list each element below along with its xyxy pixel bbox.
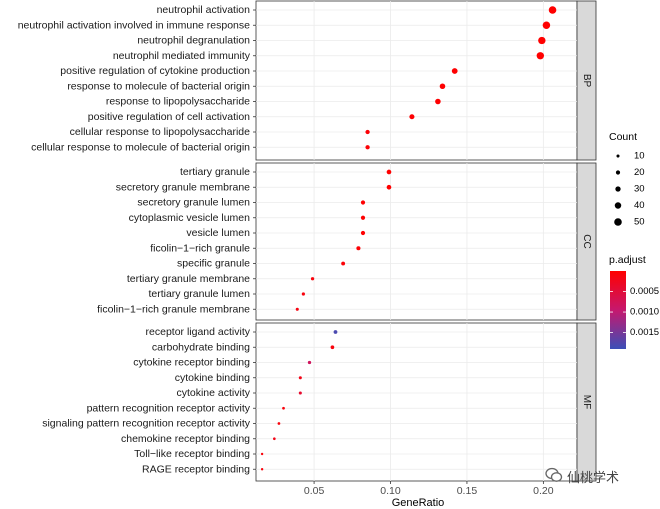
data-point [548,6,557,14]
count-legend-dot [615,170,621,175]
count-legend-label: 10 [634,151,645,162]
data-point [360,215,366,220]
y-tick-label: response to molecule of bacterial origin [67,80,250,92]
facet-label: CC [581,234,592,248]
data-point [360,230,366,236]
data-point [356,246,361,251]
y-tick-label: specific granule [177,258,250,270]
padjust-colorbar [610,271,626,349]
data-point [341,261,346,266]
y-tick-label: positive regulation of cytokine producti… [60,65,250,77]
facet-strip [576,162,597,321]
x-axis-title: GeneRatio [392,497,445,509]
y-tick-label: secretory granule lumen [137,197,250,209]
count-legend-dot [614,218,622,226]
data-point [409,114,415,120]
x-tick-label: 0.10 [380,485,401,497]
colorbar-label: 0.0010 [630,307,659,318]
y-tick-label: cytokine binding [175,372,250,384]
data-point [277,422,281,425]
facet-label: MF [581,395,592,409]
data-point [295,307,299,311]
y-tick-label: ficolin−1−rich granule membrane [97,303,250,315]
data-point [298,376,302,380]
y-tick-label: tertiary granule membrane [127,273,250,285]
data-point [435,98,441,105]
y-tick-label: cytoplasmic vesicle lumen [129,212,251,224]
y-tick-label: cellular response to molecule of bacteri… [31,141,250,153]
count-legend-label: 40 [634,200,645,211]
data-point [330,345,335,350]
y-tick-label: response to lipopolysaccharide [106,96,250,108]
facet-strip [576,0,597,161]
y-tick-label: carbohydrate binding [152,341,250,353]
panel-mf [255,322,578,482]
panel-cc [255,162,578,321]
data-point [451,68,458,74]
data-point [282,406,285,410]
y-tick-label: tertiary granule [180,166,250,178]
count-legend-label: 20 [634,167,645,178]
watermark-text: 仙桃学术 [567,471,620,486]
wechat-icon [545,467,563,482]
data-point [307,360,312,365]
data-point [386,184,392,190]
data-point [365,129,370,135]
y-tick-label: positive regulation of cell activation [88,111,250,123]
y-tick-label: neutrophil activation involved in immune… [18,19,250,31]
colorbar-label: 0.0015 [630,327,659,338]
count-legend-dot [615,186,621,192]
y-tick-label: cytokine activity [176,387,250,399]
y-tick-label: ficolin−1−rich granule [150,242,250,254]
y-tick-label: pattern recognition receptor activity [87,402,251,414]
data-point [333,330,338,334]
data-point [365,145,370,150]
y-tick-label: cytokine receptor binding [133,357,250,369]
facet-strip [576,322,597,482]
y-tick-label: tertiary granule lumen [148,288,250,300]
data-point [439,83,446,90]
x-tick-label: 0.20 [533,485,554,497]
y-tick-label: vesicle lumen [186,227,250,239]
data-point [273,437,276,441]
padjust-legend-title: p.adjust [609,254,646,266]
count-legend-title: Count [609,131,637,143]
count-legend-label: 30 [634,184,645,195]
panel-bp [255,0,578,161]
count-legend-dot [616,154,620,158]
data-point [538,36,546,45]
y-tick-label: neutrophil degranulation [137,35,250,47]
y-tick-label: chemokine receptor binding [121,433,250,445]
count-legend-label: 50 [634,217,645,228]
x-tick-label: 0.15 [457,485,478,497]
y-tick-label: signaling pattern recognition receptor a… [42,418,251,430]
colorbar-label: 0.0005 [630,286,659,297]
data-point [542,21,551,29]
y-tick-label: cellular response to lipopolysaccharide [70,126,251,138]
data-point [298,391,302,395]
y-tick-label: receptor ligand activity [146,326,251,338]
y-tick-label: RAGE receptor binding [142,463,250,475]
data-point [360,200,366,205]
y-tick-label: neutrophil mediated immunity [113,50,251,62]
y-tick-label: secretory granule membrane [116,181,250,193]
data-point [260,452,264,456]
facet-label: BP [581,74,592,88]
data-point [536,52,545,60]
count-legend-dot [614,202,622,209]
data-point [260,468,264,471]
y-tick-label: Toll−like receptor binding [134,448,250,460]
y-tick-label: neutrophil activation [157,4,251,16]
data-point [301,292,305,296]
data-point [310,277,315,281]
data-point [386,169,392,175]
x-tick-label: 0.05 [304,485,325,497]
